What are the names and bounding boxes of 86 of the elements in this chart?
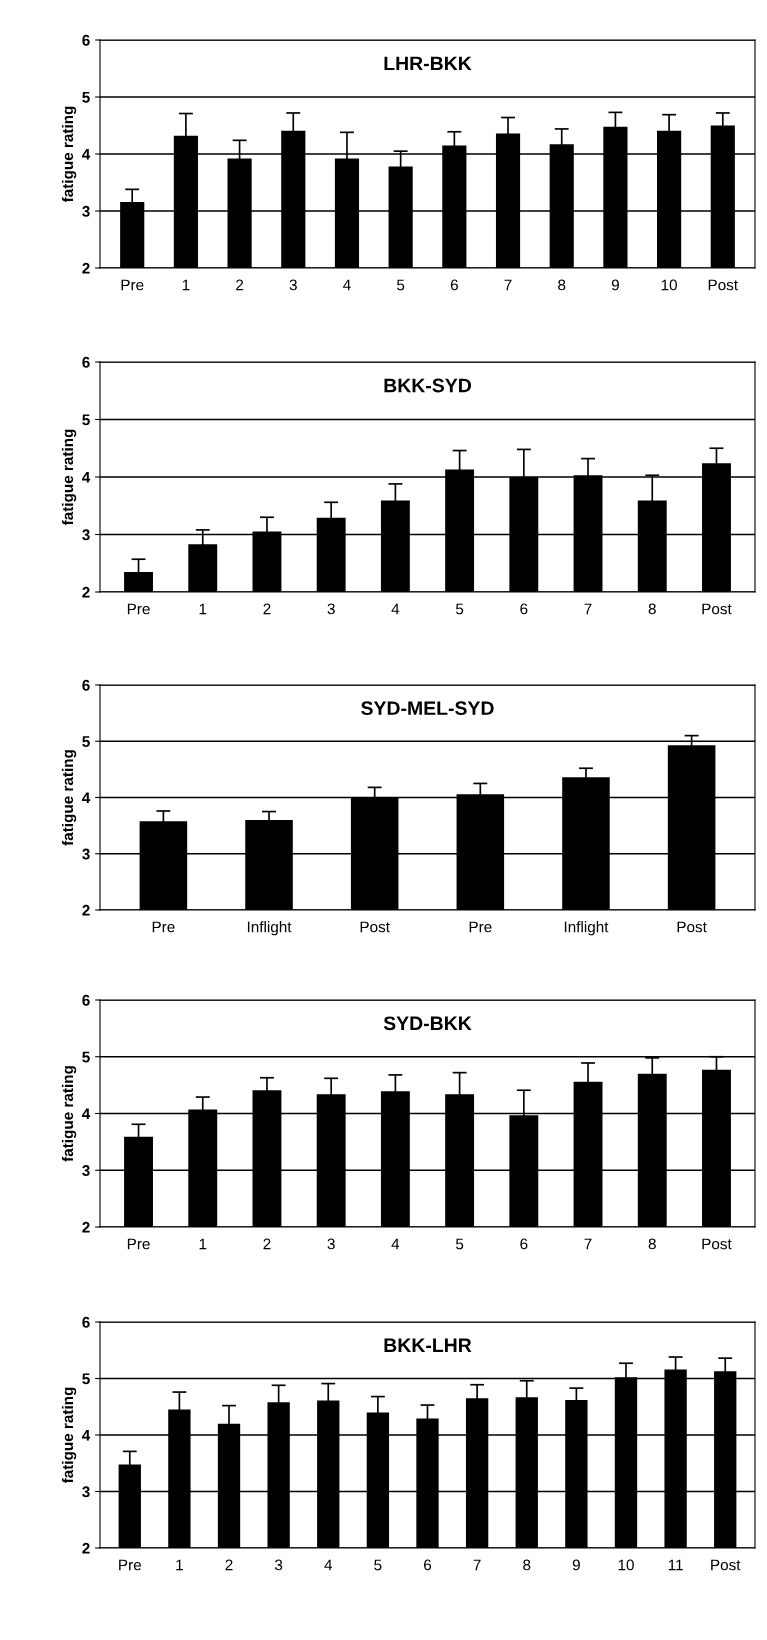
y-tick-label: 5 <box>82 92 90 103</box>
x-tick-label: 3 <box>327 1238 335 1250</box>
text: BKK-LHR <box>384 1338 472 1352</box>
y-axis-title: fatigue rating <box>61 429 77 526</box>
y-tick-label: 2 <box>82 262 90 274</box>
y-tick-label: 4 <box>82 792 91 804</box>
x-tick-label: 5 <box>455 1238 464 1250</box>
x-tick-label: 10 <box>618 1559 634 1571</box>
y-tick-label: 5 <box>82 736 90 747</box>
x-tick-label: 1 <box>199 603 207 615</box>
x-tick-label: 6 <box>424 1559 432 1571</box>
y-tick-label: 3 <box>82 205 90 217</box>
x-tick-label: Post <box>711 1559 741 1571</box>
x-tick-label: Post <box>702 1238 732 1250</box>
x-tick-label: 2 <box>263 603 271 615</box>
x-tick-label: 4 <box>391 1238 400 1250</box>
x-tick-label: 3 <box>274 1559 283 1571</box>
x-tick-label: 3 <box>327 603 335 615</box>
x-tick-label: 1 <box>182 279 190 291</box>
y-tick-label: 4 <box>82 149 91 160</box>
x-tick-label: 2 <box>263 1238 271 1250</box>
text: BKK-SYD <box>384 378 471 393</box>
x-tick-label: 8 <box>523 1559 531 1571</box>
y-tick-label: 3 <box>82 529 90 541</box>
text: LHR-BKK <box>384 56 472 71</box>
y-tick-label: 3 <box>82 848 90 860</box>
x-tick-label: 10 <box>661 279 677 291</box>
x-tick-label: 8 <box>648 1238 656 1250</box>
y-tick-label: 5 <box>82 1373 90 1385</box>
x-tick-label: 6 <box>520 603 528 615</box>
x-tick-label: 5 <box>397 279 405 291</box>
y-axis-title: fatigue rating <box>61 750 77 846</box>
y-tick-label: 4 <box>82 1430 91 1441</box>
x-tick-label: 7 <box>504 279 512 291</box>
y-tick-label: 6 <box>82 356 90 368</box>
x-tick-label: Post <box>677 921 707 933</box>
x-tick-label: Pre <box>119 1559 141 1571</box>
y-tick-label: 4 <box>82 472 91 483</box>
x-tick-label: 2 <box>236 279 244 291</box>
x-tick-label: 8 <box>558 279 566 291</box>
x-tick-label: 6 <box>450 279 458 291</box>
x-tick-label: 6 <box>520 1238 528 1250</box>
x-tick-label: Post <box>708 279 738 291</box>
text: SYD-MEL-SYD <box>361 701 494 716</box>
x-tick-label: 9 <box>611 279 619 291</box>
x-tick-label: Pre <box>469 921 492 933</box>
x-tick-label: 4 <box>324 1559 333 1571</box>
x-tick-label: 4 <box>343 279 351 291</box>
x-tick-label: 9 <box>572 1559 580 1571</box>
x-tick-label: Post <box>360 921 390 933</box>
y-tick-label: 2 <box>82 904 90 916</box>
text: SYD-BKK <box>383 1016 472 1031</box>
x-tick-label: Post <box>702 603 732 615</box>
x-tick-label: 4 <box>391 603 400 615</box>
x-tick-label: Inflight <box>564 921 609 936</box>
y-tick-label: 6 <box>82 994 90 1006</box>
y-tick-label: 2 <box>82 1542 90 1554</box>
x-tick-label: 1 <box>176 1559 183 1571</box>
x-tick-label: 3 <box>289 279 297 291</box>
y-tick-label: 6 <box>82 679 90 691</box>
x-tick-label: 11 <box>668 1559 683 1571</box>
x-tick-label: 7 <box>584 1238 592 1250</box>
x-tick-label: Pre <box>121 279 144 291</box>
y-tick-label: 2 <box>82 1221 90 1233</box>
x-tick-label: 8 <box>648 603 656 615</box>
x-tick-label: 7 <box>473 1559 481 1571</box>
x-tick-label: Pre <box>152 921 175 933</box>
y-tick-label: 6 <box>82 34 90 46</box>
x-tick-label: 5 <box>374 1559 382 1571</box>
y-axis-title: fatigue rating <box>61 1387 77 1484</box>
x-tick-label: 2 <box>225 1559 233 1571</box>
y-tick-label: 6 <box>82 1316 90 1328</box>
y-axis-title: fatigue rating <box>61 1066 77 1162</box>
y-tick-label: 4 <box>82 1108 91 1120</box>
y-tick-label: 5 <box>82 414 90 426</box>
y-tick-label: 2 <box>82 586 90 598</box>
x-tick-label: Inflight <box>247 921 292 936</box>
y-tick-label: 3 <box>82 1165 90 1176</box>
x-tick-label: Pre <box>127 1238 150 1250</box>
y-tick-label: 3 <box>82 1486 90 1498</box>
x-tick-label: 1 <box>199 1238 207 1250</box>
x-tick-label: Pre <box>127 603 150 615</box>
x-tick-label: 5 <box>455 603 464 615</box>
x-tick-label: 7 <box>584 603 592 615</box>
y-axis-title: fatigue rating <box>61 106 77 203</box>
y-tick-label: 5 <box>82 1051 90 1063</box>
